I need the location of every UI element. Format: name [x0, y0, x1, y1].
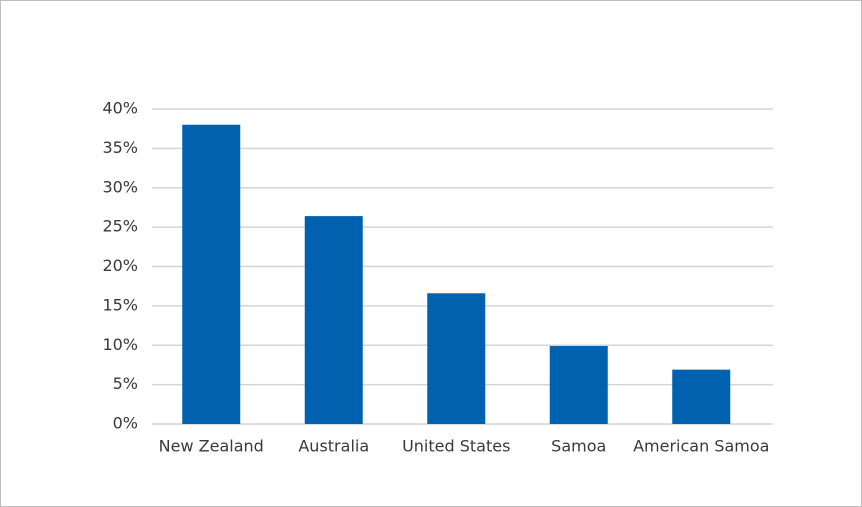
- y-tick-label: 20%: [102, 256, 138, 275]
- bar: [182, 124, 241, 424]
- y-tick-label: 5%: [113, 374, 138, 393]
- y-tick-label: 25%: [102, 217, 138, 236]
- bar: [427, 293, 486, 424]
- y-tick-label: 35%: [102, 138, 138, 157]
- y-tick-label: 30%: [102, 177, 138, 196]
- y-tick-label: 0%: [113, 414, 138, 433]
- y-tick-label: 40%: [102, 99, 138, 118]
- bar: [549, 346, 608, 424]
- bar: [304, 216, 363, 424]
- bar: [672, 369, 731, 424]
- x-tick-label: New Zealand: [159, 437, 264, 456]
- x-tick-label: Samoa: [551, 437, 606, 456]
- y-tick-label: 15%: [102, 295, 138, 314]
- x-tick-label: Australia: [298, 437, 369, 456]
- x-tick-label: American Samoa: [633, 437, 769, 456]
- x-tick-label: United States: [402, 437, 510, 456]
- y-tick-label: 10%: [102, 335, 138, 354]
